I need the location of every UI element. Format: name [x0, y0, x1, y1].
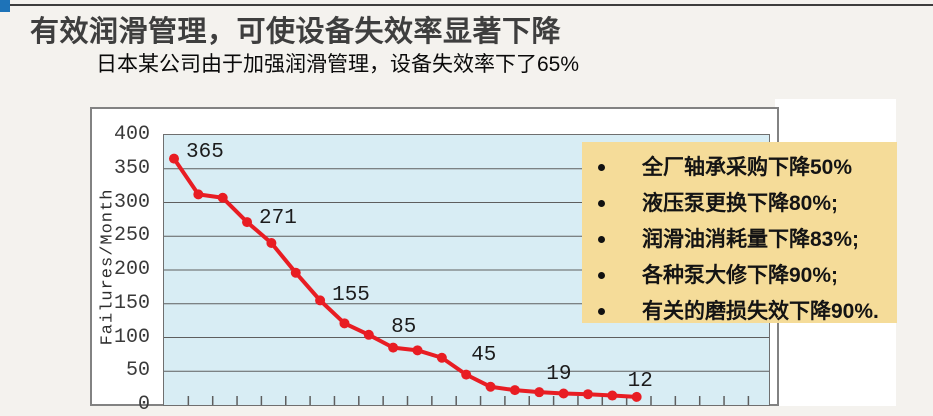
accent-square: [0, 0, 10, 12]
y-axis-tick-label: 50: [125, 359, 150, 383]
callout-item: 各种泵大修下降90%;: [598, 259, 889, 295]
data-point-marker: [217, 192, 228, 203]
slide-title: 有效润滑管理，可使设备失效率显著下降: [30, 16, 562, 48]
callout-item-text: 润滑油消耗量下降83%;: [642, 228, 860, 251]
data-point-marker: [582, 389, 593, 400]
top-rule-divider: [10, 4, 933, 6]
data-point-marker: [461, 369, 472, 380]
data-point-value-label: 12: [627, 369, 653, 393]
data-point-marker: [242, 217, 253, 228]
data-point-value-label: 155: [332, 284, 370, 308]
callout-list: 全厂轴承采购下降50% 液压泵更换下降80%; 润滑油消耗量下降83%; 各种泵大修下…: [598, 151, 889, 331]
data-point-value-label: 19: [546, 363, 572, 387]
data-point-marker: [388, 342, 399, 353]
callout-item-text: 各种泵大修下降90%;: [642, 264, 839, 287]
y-axis-tick-label: 150: [113, 291, 150, 315]
callout-item: 全厂轴承采购下降50%: [598, 151, 889, 187]
y-axis-tick-label: 200: [113, 258, 150, 281]
y-axis-tick-label: 100: [113, 325, 150, 349]
data-point-marker: [169, 153, 179, 164]
bullet-dot-icon: [598, 308, 605, 315]
data-point-marker: [266, 238, 277, 248]
bullet-dot-icon: [598, 236, 605, 243]
callout-item: 液压泵更换下降80%;: [598, 187, 889, 223]
data-point-marker: [339, 318, 350, 329]
data-point-value-label: 365: [186, 140, 224, 164]
data-point-marker: [412, 345, 423, 356]
data-point-marker: [436, 352, 447, 363]
data-point-value-label: 45: [471, 343, 497, 367]
y-axis-tick-label: 300: [113, 190, 150, 214]
y-axis-tick-label: 0: [137, 393, 150, 416]
data-point-marker: [485, 381, 496, 392]
data-point-marker: [315, 295, 326, 306]
callout-item: 有关的磨损失效下降90%.: [598, 295, 889, 331]
data-point-value-label: 85: [391, 315, 417, 339]
data-point-marker: [290, 267, 301, 278]
data-point-marker: [607, 390, 618, 401]
bullet-dot-icon: [598, 200, 605, 207]
callout-item-text: 有关的磨损失效下降90%.: [642, 300, 879, 323]
data-point-marker: [193, 189, 204, 200]
failures-line-series: [172, 157, 637, 399]
data-point-marker: [631, 391, 642, 402]
callout-item: 润滑油消耗量下降83%;: [598, 223, 889, 259]
y-axis-tick-label: 350: [113, 156, 150, 180]
data-point-marker: [509, 385, 520, 396]
data-point-value-label: 271: [259, 207, 297, 231]
bullet-dot-icon: [598, 272, 605, 279]
data-point-marker: [534, 387, 545, 398]
callout-item-text: 全厂轴承采购下降50%: [642, 156, 853, 179]
data-point-marker: [363, 329, 374, 340]
bullet-dot-icon: [598, 164, 605, 171]
slide-subtitle: 日本某公司由于加强润滑管理，设备失效率下了65%: [96, 53, 580, 76]
y-axis-tick-label: 400: [113, 123, 150, 146]
callout-item-text: 液压泵更换下降80%;: [642, 192, 839, 215]
y-axis-tick-label: 250: [113, 224, 150, 248]
callout-box: 全厂轴承采购下降50% 液压泵更换下降80%; 润滑油消耗量下降83%; 各种泵大修下…: [582, 142, 897, 323]
data-point-marker: [558, 388, 569, 399]
